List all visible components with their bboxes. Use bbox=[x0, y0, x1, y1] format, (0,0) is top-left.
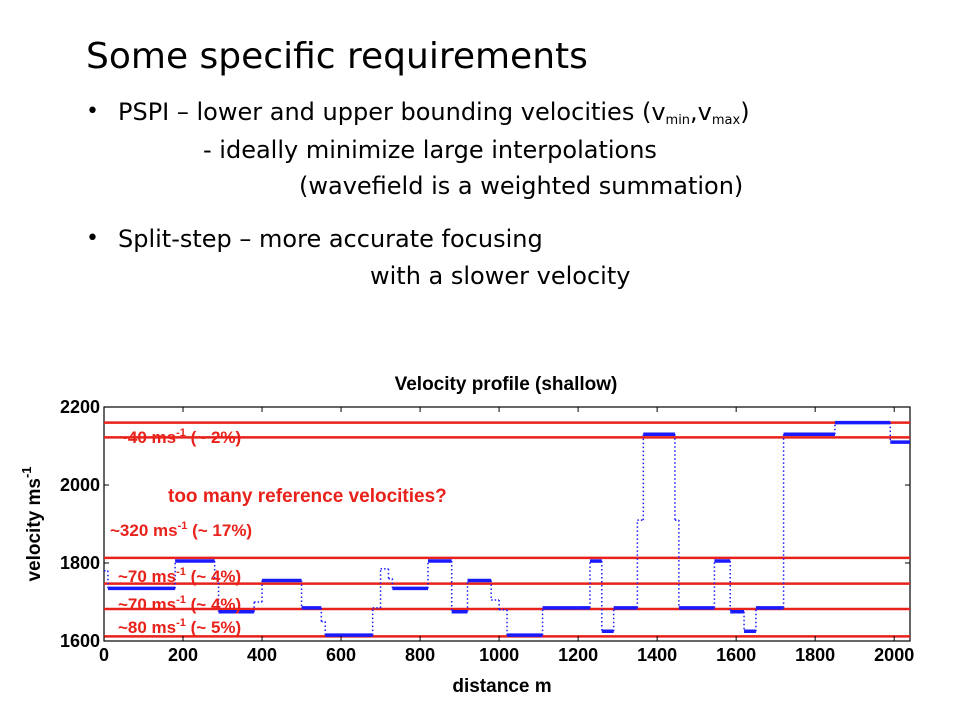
plot-frame bbox=[103, 406, 911, 642]
x-tick-label: 400 bbox=[247, 645, 277, 665]
bullet-pspi: • PSPI – lower and upper bounding veloci… bbox=[86, 96, 750, 137]
bullet-splitstep: • Split-step – more accurate focusing bbox=[86, 223, 543, 255]
x-axis-ticks: 0 200 400 600 800 1000 1200 1400 1600 1800 2000 bbox=[99, 407, 914, 665]
velocity-chart: Velocity profile (shallow) 0 200 400 600 800… bbox=[19, 374, 914, 697]
y-axis-label: velocity ms-1 bbox=[19, 466, 45, 581]
annotation-320-sup: -1 bbox=[178, 520, 188, 532]
annotation-80-value: ~80 ms bbox=[118, 618, 176, 637]
bullet-splitstep-line2: with a slower velocity bbox=[370, 262, 631, 290]
annotation-40: ~40 ms-1 (~ 2%) bbox=[118, 427, 241, 447]
x-axis-label: distance m bbox=[452, 676, 551, 697]
x-tick-label: 1600 bbox=[716, 645, 756, 665]
vmax-subscript: max bbox=[711, 113, 741, 128]
annotation-question: too many reference velocities? bbox=[168, 486, 447, 507]
x-tick-label: 800 bbox=[405, 645, 435, 665]
y-tick-label: 2000 bbox=[60, 475, 100, 495]
bullet-splitstep-text: Split-step – more accurate focusing bbox=[118, 225, 543, 253]
bullet-pspi-line3: (wavefield is a weighted summation) bbox=[299, 172, 744, 200]
annotation-70-lower: ~70 ms-1 (~ 4%) bbox=[118, 594, 241, 614]
annotation-70-lower-pct: (~ 4%) bbox=[186, 595, 241, 614]
y-axis-ticks: 1600 1800 2000 2200 bbox=[60, 397, 910, 651]
x-tick-label: 0 bbox=[99, 645, 109, 665]
x-tick-label: 1800 bbox=[795, 645, 835, 665]
annotation-70-upper-pct: (~ 4%) bbox=[186, 567, 241, 586]
y-axis-label-text: velocity ms bbox=[24, 478, 45, 582]
bullet-pspi-text: PSPI – lower and upper bounding velociti… bbox=[118, 98, 666, 126]
y-axis-label-group: velocity ms-1 bbox=[19, 466, 45, 581]
chart-title: Velocity profile (shallow) bbox=[395, 374, 618, 395]
x-tick-label: 1400 bbox=[637, 645, 677, 665]
annotation-70-lower-sup: -1 bbox=[176, 594, 186, 606]
annotation-40-pct: (~ 2%) bbox=[186, 428, 241, 447]
velocity-profile-series bbox=[104, 420, 910, 637]
bullet-pspi-line2: - ideally minimize large interpolations bbox=[203, 136, 657, 164]
annotation-80-sup: -1 bbox=[176, 617, 186, 629]
x-tick-label: 1000 bbox=[479, 645, 519, 665]
annotation-320-value: ~320 ms bbox=[110, 521, 178, 540]
annotation-70-upper-value: ~70 ms bbox=[118, 567, 176, 586]
annotation-70-upper-sup: -1 bbox=[176, 566, 186, 578]
slide-title: Some specific requirements bbox=[86, 36, 588, 77]
y-tick-label: 1800 bbox=[60, 553, 100, 573]
x-tick-label: 1200 bbox=[558, 645, 598, 665]
x-tick-label: 200 bbox=[168, 645, 198, 665]
y-tick-label: 1600 bbox=[60, 631, 100, 651]
annotation-80: ~80 ms-1 (~ 5%) bbox=[118, 617, 241, 637]
bullet-marker: • bbox=[86, 99, 99, 124]
bullet-marker: • bbox=[86, 226, 99, 251]
bullet-pspi-comma: ,v bbox=[690, 98, 712, 126]
annotation-40-value: ~40 ms bbox=[118, 428, 176, 447]
annotation-320-pct: (~ 17%) bbox=[187, 521, 252, 540]
plot-area bbox=[103, 406, 911, 642]
annotation-80-pct: (~ 5%) bbox=[186, 618, 241, 637]
annotation-320: ~320 ms-1 (~ 17%) bbox=[110, 520, 252, 540]
bullet-pspi-close: ) bbox=[740, 98, 750, 126]
y-tick-label: 2200 bbox=[60, 397, 100, 417]
annotation-70-upper: ~70 ms-1 (~ 4%) bbox=[118, 566, 241, 586]
x-tick-label: 2000 bbox=[874, 645, 914, 665]
annotation-40-sup: -1 bbox=[176, 427, 186, 439]
y-axis-label-sup: -1 bbox=[19, 466, 34, 478]
vmin-subscript: min bbox=[665, 113, 691, 128]
x-tick-label: 600 bbox=[326, 645, 356, 665]
annotation-70-lower-value: ~70 ms bbox=[118, 595, 176, 614]
